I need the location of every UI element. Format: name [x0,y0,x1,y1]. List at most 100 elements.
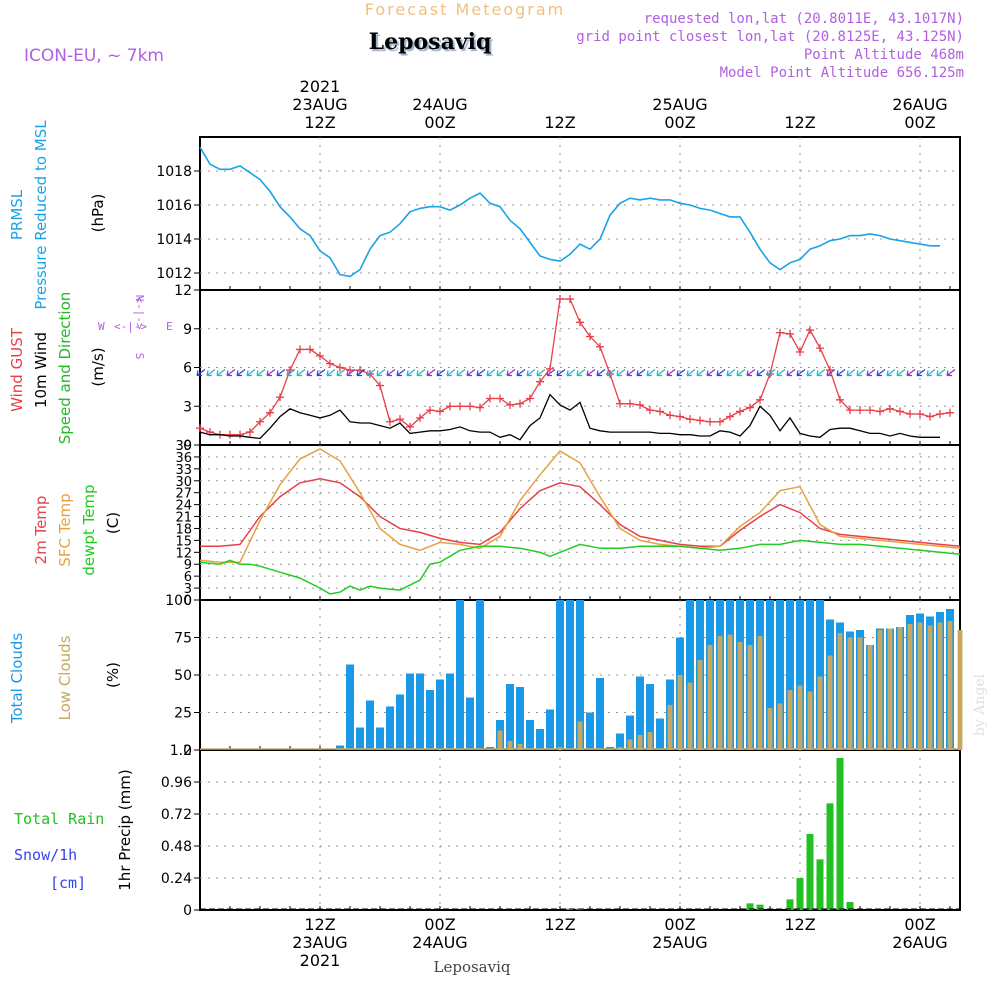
rain-bar [796,878,804,910]
wind-direction-arrow [736,369,746,377]
wind-direction-arrow [356,369,366,377]
total-cloud-bar [346,664,354,750]
time-label-top-year: 2021 [300,77,341,96]
t2m-label: 2m Temp [32,496,50,565]
y-tick-label: 0 [183,438,192,454]
gust-marker [856,406,864,415]
low-cloud-bar [797,685,803,750]
panel-frame [199,444,961,601]
temp-unit: (C) [104,512,122,534]
gust-marker [626,399,634,408]
time-label-top-date: 26AUG [892,95,947,114]
low-cloud-bar [577,721,583,750]
low-cloud-bar [717,636,723,750]
gust-marker [416,413,424,422]
y-tick-label: 30 [175,475,192,490]
pressure-label-1: PRMSL [8,189,26,240]
wind-direction-arrow [846,369,856,377]
gust-marker [396,415,404,424]
total-cloud-bar [556,600,564,750]
total-cloud-bar [586,712,594,750]
total-cloud-bar [616,733,624,750]
wind-direction-arrow [556,369,566,377]
wind-labels: Wind GUST 10m Wind Speed and Direction (m/s… [8,292,107,445]
wind-direction-arrow [546,369,556,377]
wind-direction-arrow [196,369,206,377]
low-cloud-bar [827,655,833,750]
total-cloud-bar [426,690,434,750]
y-tick-label: 12 [175,546,192,561]
wind-direction-arrow [836,369,846,377]
gust-marker [736,407,744,416]
time-label-top-date: 23AUG [292,95,347,114]
y-tick-label: 27 [175,487,192,502]
wind-unit: (m/s) [89,347,107,386]
low-cloud-bar [877,630,883,750]
time-label-bottom-hour: 00Z [664,915,695,934]
low-cloud-bar [857,637,863,750]
gust-marker [436,407,444,416]
wind-direction-arrow [536,369,546,377]
wind-direction-arrow [766,369,776,377]
gust-marker [526,394,534,403]
total-cloud-bar [656,718,664,750]
y-tick-label: 100 [165,593,192,609]
gust-marker [796,348,804,356]
gust-marker [886,404,894,413]
low-cloud-bar [687,682,693,750]
gust-marker [726,412,734,421]
gust-marker [196,424,204,433]
total-cloud-bar [356,727,364,750]
gust-marker [596,342,604,351]
panel-frame [199,749,961,911]
total-cloud-bar [416,673,424,750]
wind-direction-arrow [526,369,536,377]
y-tick-label: 1.2 [170,743,192,759]
gust-marker [316,351,324,360]
gust-marker [836,395,844,404]
y-tick-label: 1018 [156,164,192,180]
total-cloud-bar [436,679,444,750]
low-cloud-bar [737,642,743,750]
y-tick-label: 75 [174,631,192,647]
rain-bar [816,859,824,910]
gust-marker [816,344,824,353]
footer-location: Leposaviq [434,958,511,976]
wind-direction-arrow [946,369,956,377]
total-cloud-bar [546,709,554,750]
wind-direction-arrow [246,369,256,377]
gust-marker [266,408,274,417]
time-label-bottom-date: 23AUG [292,933,347,952]
total-cloud-bar [506,684,514,750]
sfc-temp-line [199,448,961,563]
compass-s: S [133,353,146,360]
time-label-top-hour: 12Z [304,113,335,132]
wind-direction-arrow [816,369,826,377]
wind-direction-arrow [236,369,246,377]
wind-direction-arrow [886,369,896,377]
y-tick-label: 25 [174,706,192,722]
gust-marker [866,406,874,415]
gust-marker [426,406,434,415]
gust-marker [906,410,914,418]
low-clouds-label: Low Clouds [56,635,74,720]
rain-bar [786,899,794,910]
total-cloud-bar [376,727,384,750]
cloud-unit: (%) [104,662,122,688]
y-tick-label: 24 [175,499,192,514]
wind-direction-arrow [746,369,756,377]
low-cloud-bar [517,744,523,750]
gust-marker [256,417,264,426]
total-clouds-label: Total Clouds [8,633,26,725]
wind-direction-arrow [376,369,386,377]
y-tick-label: 1012 [156,266,192,282]
wind-direction-arrow [636,369,646,377]
y-tick-label: 6 [183,361,192,377]
gust-marker [946,408,954,417]
y-tick-label: 3 [184,582,192,597]
gust-marker [406,422,414,431]
total-cloud-bar [576,600,584,750]
gust-marker [926,412,934,421]
y-tick-label: 18 [175,522,192,537]
